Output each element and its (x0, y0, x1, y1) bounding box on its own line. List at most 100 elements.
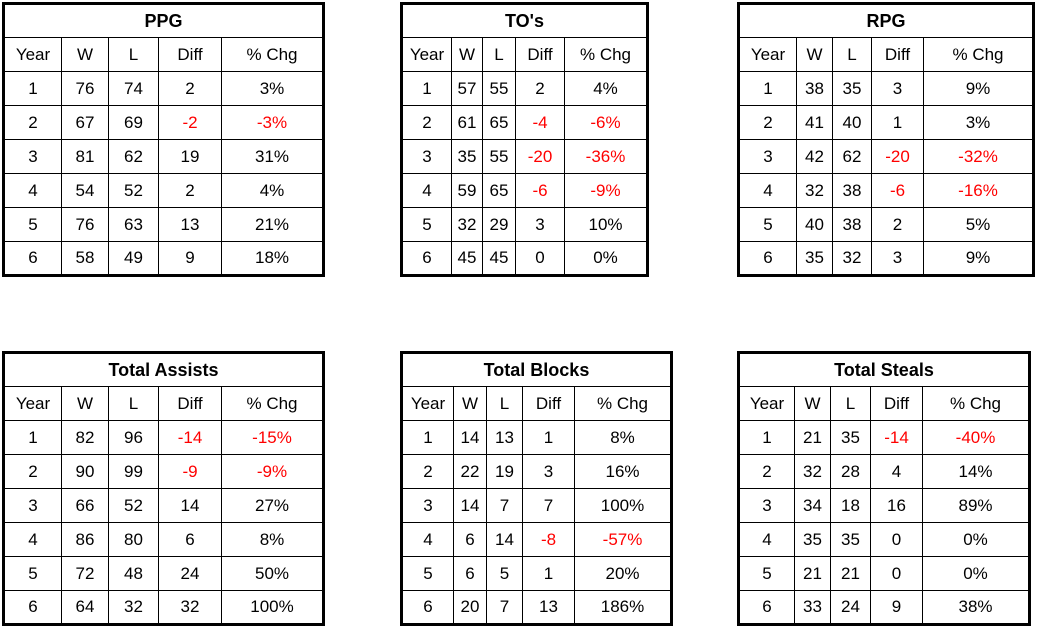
table-cell: 35 (832, 71, 872, 106)
table-title: Total Assists (3, 352, 324, 387)
table-cell: 52 (108, 173, 159, 208)
table-cell: -9% (564, 173, 648, 208)
table-cell: 21 (794, 420, 831, 455)
table-row: 1 21 35 -14 -40% (738, 420, 1030, 455)
column-header: L (486, 386, 523, 421)
table-cell: -6 (515, 173, 565, 208)
column-header: Year (401, 37, 452, 72)
table-cell: -20 (515, 139, 565, 174)
table-cell: 50% (221, 556, 324, 591)
table-row: 1 14 13 1 8% (401, 420, 672, 455)
header-row: Year W L Diff% Chg (3, 386, 324, 421)
table-cell: 4 (870, 454, 923, 489)
table-row: 4 35 35 0 0% (738, 522, 1030, 557)
column-header: W (453, 386, 487, 421)
table-row: 6 33 24 9 38% (738, 590, 1030, 625)
table-cell: -20 (871, 139, 924, 174)
table-row: 3 34 18 16 89% (738, 488, 1030, 523)
table-row: 6 64 32 32 100% (3, 590, 324, 625)
table-cell: 14% (922, 454, 1030, 489)
table-cell: 3 (3, 139, 62, 174)
table-cell: 4 (738, 522, 795, 557)
table-cell: 4% (221, 173, 324, 208)
table-cell: 7 (522, 488, 575, 523)
table-row: 3 35 55 -20 -36% (401, 139, 648, 174)
table-title: Total Blocks (401, 352, 672, 387)
table-cell: 19 (486, 454, 523, 489)
table-row: 5 40 38 2 5% (738, 207, 1034, 242)
table-row: 2 32 28 4 14% (738, 454, 1030, 489)
table-cell: -3% (221, 105, 324, 140)
table-cell: 61 (451, 105, 483, 140)
table-cell: 2 (871, 207, 924, 242)
table-cell: -6% (564, 105, 648, 140)
table-cell: 24 (158, 556, 222, 591)
table-cell: 80 (108, 522, 159, 557)
table-row: 2 22 19 3 16% (401, 454, 672, 489)
table-cell: 42 (796, 139, 833, 174)
table-cell: 6 (401, 590, 454, 625)
column-header: Year (401, 386, 454, 421)
table-cell: 21% (221, 207, 324, 242)
stat-table-ppg: PPG Year W L Diff% Chg 1 76 74 2 3% 2 67 69 -2 -3% 3 81 6… (2, 2, 325, 277)
column-header: W (61, 37, 109, 72)
table-cell: 0 (870, 522, 923, 557)
table-cell: 100% (221, 590, 324, 625)
table-row: 3 42 62 -20 -32% (738, 139, 1034, 174)
table-cell: 41 (796, 105, 833, 140)
table-cell: 20% (574, 556, 672, 591)
table-cell: 99 (108, 454, 159, 489)
column-header: Diff (515, 37, 565, 72)
table-cell: 0% (922, 556, 1030, 591)
table-cell: 9 (870, 590, 923, 625)
table-cell: 57 (451, 71, 483, 106)
table-cell: 32 (832, 241, 872, 276)
column-header: W (451, 37, 483, 72)
table-cell: 32 (796, 173, 833, 208)
table-row: 4 6 14 -8 -57% (401, 522, 672, 557)
header-row: Year W L Diff% Chg (3, 37, 324, 72)
table-cell: 13 (522, 590, 575, 625)
column-header: % Chg (221, 37, 324, 72)
table-cell: 2 (158, 71, 222, 106)
table-row: 5 21 21 0 0% (738, 556, 1030, 591)
table-cell: 16 (870, 488, 923, 523)
table-cell: 45 (482, 241, 516, 276)
table-cell: 3 (515, 207, 565, 242)
table-row: 5 76 63 13 21% (3, 207, 324, 242)
table-row: 1 57 55 2 4% (401, 71, 648, 106)
table-cell: 32 (158, 590, 222, 625)
table-cell: -9 (158, 454, 222, 489)
table-cell: 20 (453, 590, 487, 625)
table-cell: 6 (401, 241, 452, 276)
table-cell: 86 (61, 522, 109, 557)
table-cell: 59 (451, 173, 483, 208)
table-cell: 14 (158, 488, 222, 523)
table-cell: 1 (401, 420, 454, 455)
table-cell: 9% (923, 71, 1034, 106)
table-cell: -2 (158, 105, 222, 140)
table-cell: 100% (574, 488, 672, 523)
table-cell: 40 (832, 105, 872, 140)
column-header: Diff (522, 386, 575, 421)
table-cell: 35 (830, 522, 871, 557)
table-cell: 27% (221, 488, 324, 523)
table-cell: -40% (922, 420, 1030, 455)
table-title: RPG (738, 3, 1034, 38)
table-cell: 65 (482, 173, 516, 208)
table-row: 2 61 65 -4 -6% (401, 105, 648, 140)
header-row: Year W L Diff% Chg (401, 386, 672, 421)
table-cell: -9% (221, 454, 324, 489)
table-cell: 3 (871, 241, 924, 276)
column-header: Diff (158, 37, 222, 72)
table-row: 5 6 5 1 20% (401, 556, 672, 591)
column-header: Year (738, 37, 797, 72)
table-cell: 9% (923, 241, 1034, 276)
table-row: 2 41 40 1 3% (738, 105, 1034, 140)
column-header: W (794, 386, 831, 421)
table-title: Total Steals (738, 352, 1030, 387)
stat-table-total-steals: Total Steals Year W L Diff% Chg 1 21 35 -14 -40% 2… (737, 351, 1031, 626)
table-cell: 35 (451, 139, 483, 174)
table-cell: 28 (830, 454, 871, 489)
table-cell: 1 (3, 71, 62, 106)
